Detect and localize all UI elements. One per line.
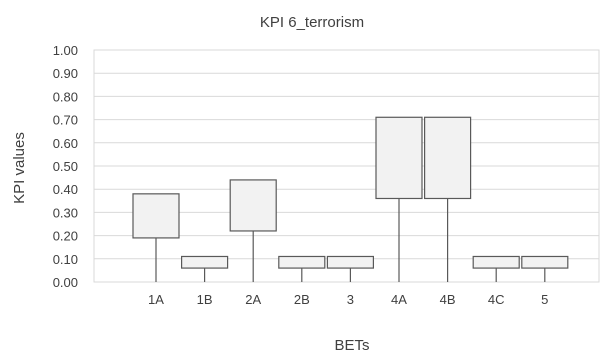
box-2a [229,179,277,232]
x-tick-label: 2B [294,292,310,307]
y-tick-label: 0.50 [53,159,78,174]
x-tick-label: 1B [197,292,213,307]
box-1b [181,255,229,269]
plot-area: 0.00 0.10 0.20 0.30 0.40 0.50 0.60 0.70 0.80 0.90… [53,43,600,307]
box-4a [375,116,423,200]
x-tick-label: 4A [391,292,407,307]
x-tick-label: 4C [488,292,505,307]
box-2b [278,255,326,269]
y-tick-label: 0.40 [53,182,78,197]
y-tick-label: 1.00 [53,43,78,58]
box-3 [326,255,374,269]
y-tick-label: 0.30 [53,205,78,220]
chart-title: KPI 6_terrorism [260,14,364,31]
y-tick-label: 0.00 [53,275,78,290]
x-axis-label: BETs [334,337,369,354]
y-tick-label: 0.90 [53,66,78,81]
x-tick-label: 5 [541,292,548,307]
y-tick-label: 0.60 [53,136,78,151]
y-tick-label: 0.20 [53,229,78,244]
box-1a [132,193,180,239]
y-tick-label: 0.70 [53,113,78,128]
box-4b [424,116,472,200]
x-tick-label: 4B [440,292,456,307]
x-tick-label: 3 [347,292,354,307]
y-tick-label: 0.80 [53,89,78,104]
box-4c [472,255,520,269]
y-tick-label: 0.10 [53,252,78,267]
plot-border [93,49,600,283]
x-tick-label: 2A [245,292,261,307]
box-5 [521,255,569,269]
x-tick-label: 1A [148,292,164,307]
y-axis-label: KPI values [11,132,28,204]
